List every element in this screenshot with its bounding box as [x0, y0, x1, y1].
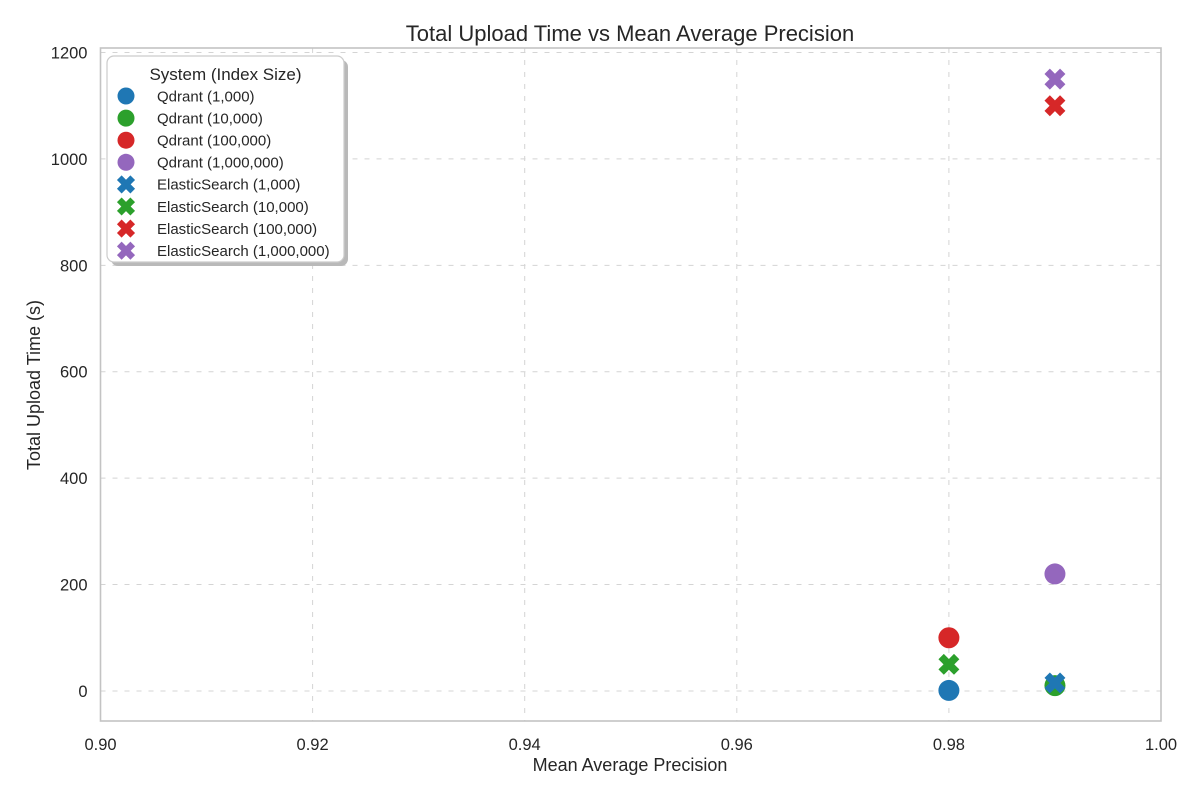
- y-tick-label: 1000: [51, 151, 88, 169]
- legend-item-label: ElasticSearch (1,000,000): [157, 243, 330, 260]
- legend-box: [106, 55, 345, 263]
- legend-marker-x: [116, 219, 136, 238]
- data-point: [1044, 95, 1066, 117]
- legend-marker-x: [116, 175, 136, 194]
- legend-marker-circle: [117, 131, 135, 149]
- x-tick-label: 1.00: [1145, 736, 1177, 754]
- data-point: [938, 627, 960, 649]
- x-tick-label: 0.92: [297, 736, 329, 754]
- legend-marker-x: [116, 241, 136, 260]
- x-tick-label: 0.98: [933, 736, 965, 754]
- legend-item-label: Qdrant (100,000): [157, 133, 271, 150]
- legend-title: System (Index Size): [149, 65, 301, 84]
- x-tick-label: 0.96: [721, 736, 753, 754]
- legend-item-label: Qdrant (1,000): [157, 88, 255, 105]
- legend-item-label: Qdrant (1,000,000): [157, 155, 284, 172]
- legend-item-label: ElasticSearch (10,000): [157, 199, 309, 216]
- legend-item-label: ElasticSearch (100,000): [157, 221, 317, 238]
- data-point: [1044, 563, 1066, 585]
- y-axis-label: Total Upload Time (s): [24, 300, 44, 470]
- chart-title: Total Upload Time vs Mean Average Precis…: [406, 21, 854, 46]
- legend-marker-circle: [117, 109, 135, 127]
- y-tick-label: 600: [60, 364, 88, 382]
- legend-marker-circle: [117, 153, 135, 171]
- legend-marker-circle: [117, 87, 135, 105]
- x-axis-label: Mean Average Precision: [533, 755, 728, 775]
- data-point: [938, 679, 960, 701]
- x-tick-label: 0.90: [84, 736, 116, 754]
- legend-item-label: Qdrant (10,000): [157, 110, 263, 127]
- data-point: [1044, 672, 1066, 694]
- data-point: [938, 653, 960, 675]
- x-tick-label: 0.94: [509, 736, 541, 754]
- y-tick-label: 200: [60, 577, 88, 595]
- legend-item-label: ElasticSearch (1,000): [157, 177, 300, 194]
- legend-marker-x: [116, 197, 136, 216]
- data-point: [1044, 68, 1066, 90]
- y-tick-label: 800: [60, 257, 88, 275]
- y-tick-label: 1200: [51, 45, 88, 63]
- y-tick-label: 400: [60, 470, 88, 488]
- y-tick-label: 0: [78, 683, 87, 701]
- plot-border: [99, 47, 1162, 722]
